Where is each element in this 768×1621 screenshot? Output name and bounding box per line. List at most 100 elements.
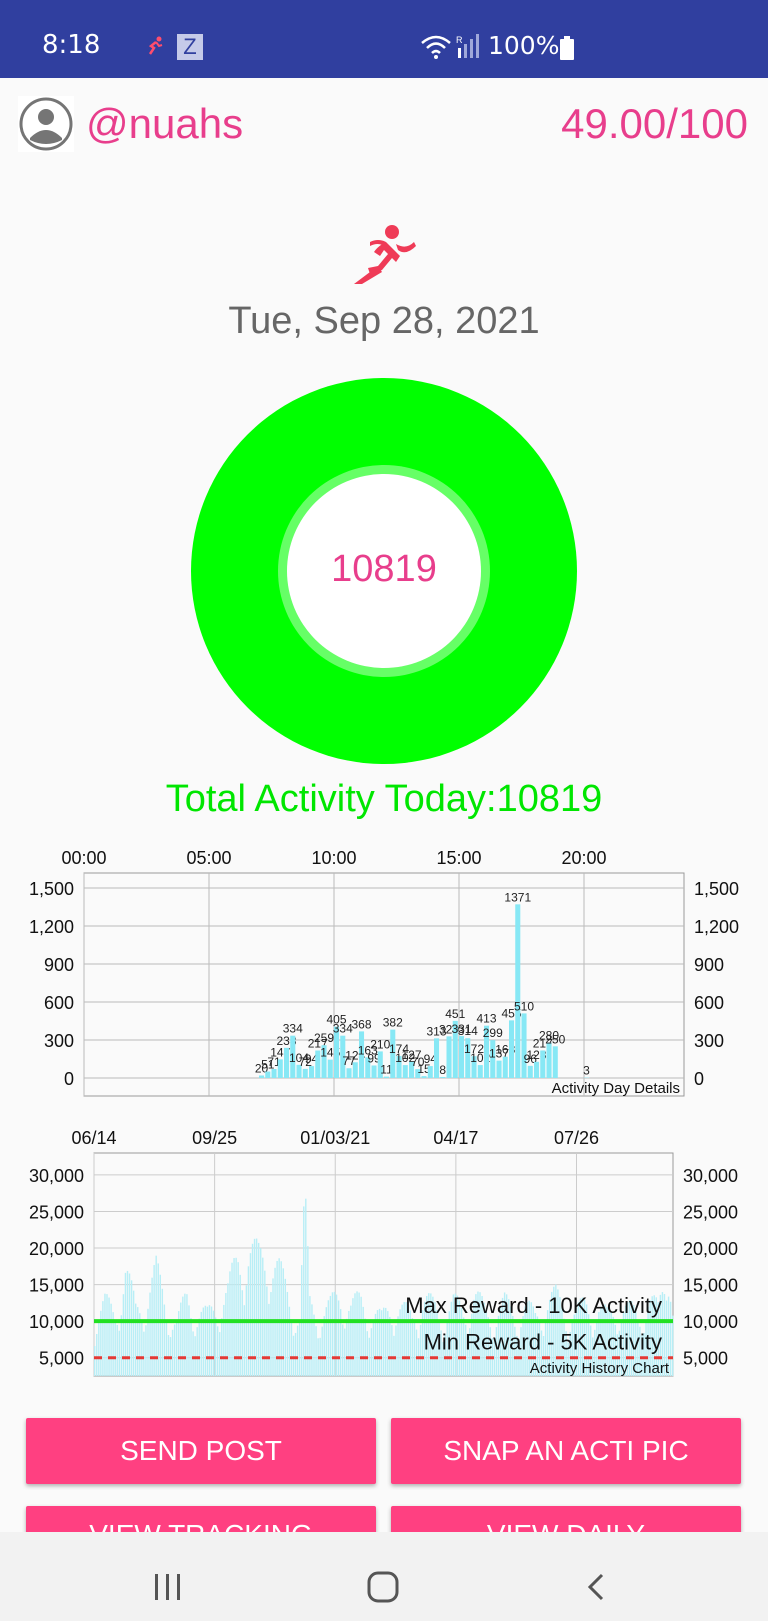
history-bar [628,1300,631,1376]
back-icon[interactable] [584,1572,608,1602]
history-bar [467,1333,469,1376]
history-bar [635,1311,637,1376]
day-bar-label: 15 [417,1062,431,1076]
history-bar [460,1308,463,1376]
history-bar [100,1310,102,1376]
history-y-tick-left: 30,000 [29,1166,84,1186]
max-reward-label: Max Reward - 10K Activity [405,1293,662,1318]
username[interactable]: @nuahs [86,100,244,147]
history-bar [171,1329,174,1376]
history-bar [598,1312,600,1376]
snap-pic-button[interactable]: SNAP AN ACTI PIC [391,1418,741,1484]
history-bar [214,1317,217,1376]
history-bar [350,1305,352,1376]
history-bar [596,1319,598,1376]
day-y-tick-left: 900 [44,955,74,975]
day-bar-label: 96 [524,1052,538,1066]
history-bar [325,1307,327,1376]
history-bar [538,1322,541,1376]
history-bar [651,1296,653,1376]
history-bar [555,1284,557,1376]
day-bar [271,1069,277,1078]
home-icon[interactable] [366,1570,400,1604]
date-label: Tue, Sep 28, 2021 [228,300,540,342]
history-x-tick: 06/14 [71,1128,116,1148]
day-bar [402,1065,408,1078]
signal-icon: R [456,34,479,58]
day-bar [296,1064,302,1078]
day-y-tick-right: 0 [694,1069,704,1089]
history-bar [298,1320,301,1376]
history-bar [145,1325,147,1376]
history-bar [264,1270,266,1376]
day-bar-label: 299 [483,1026,503,1040]
history-bar [450,1301,453,1376]
day-bar-label: 250 [545,1032,565,1046]
send-post-button[interactable]: SEND POST [26,1418,376,1484]
day-bar-label: 368 [352,1017,372,1031]
day-bar [421,1076,427,1078]
history-bar [180,1302,182,1376]
history-bar [178,1311,180,1376]
recent-apps-icon[interactable] [152,1572,184,1602]
history-bar [288,1306,291,1376]
history-bar [487,1317,489,1376]
history-bar [671,1315,674,1376]
history-bar [423,1301,426,1376]
history-bar [280,1261,282,1376]
history-bar [219,1332,221,1376]
ring-center [287,474,481,668]
day-bar [527,1065,533,1078]
history-y-tick-right: 5,000 [683,1349,728,1369]
history-bar [610,1311,612,1376]
history-bar [495,1327,498,1376]
history-bar [151,1277,153,1376]
day-bar [440,1076,446,1078]
day-bar [490,1040,496,1078]
history-bar [223,1304,225,1376]
history-bar [438,1319,440,1376]
history-bar [639,1326,641,1376]
day-bar-label: 102 [395,1051,415,1065]
history-bar [114,1322,116,1376]
day-bar-label: 104 [289,1051,309,1065]
day-bar-label: 259 [314,1031,334,1045]
history-bar [134,1303,137,1376]
history-bar [126,1270,129,1376]
history-bar [362,1306,364,1376]
day-bar-label: 51 [261,1058,275,1072]
history-bar [368,1337,371,1376]
day-bar [515,904,521,1078]
day-bar [552,1046,558,1078]
history-bar [307,1246,309,1376]
history-y-tick-right: 10,000 [683,1312,738,1332]
history-bar [143,1331,145,1376]
history-bar [387,1311,389,1376]
history-bar [446,1322,448,1376]
day-bar [365,1057,371,1078]
day-bar [415,1069,421,1078]
day-bar [377,1051,383,1078]
wifi-icon [421,35,451,59]
day-bar [302,1068,308,1078]
history-bar [473,1299,475,1376]
day-bar-label: 8 [439,1063,446,1077]
day-bar [521,1013,527,1078]
history-bar [251,1243,254,1376]
avatar-icon[interactable] [18,96,74,152]
history-bar [241,1290,243,1376]
history-bar [444,1334,446,1376]
history-bar [331,1292,334,1376]
day-bar-label: 174 [389,1042,409,1056]
history-y-tick-right: 20,000 [683,1239,738,1259]
history-bar [540,1330,543,1376]
history-bar [106,1294,108,1376]
history-x-tick: 07/26 [554,1128,599,1148]
history-y-tick-right: 25,000 [683,1202,738,1222]
history-bar [165,1320,168,1376]
day-bar-label: 163 [358,1043,378,1057]
day-bar [502,1056,508,1078]
history-bar [243,1305,246,1376]
history-y-tick-right: 15,000 [683,1276,738,1296]
history-bar [382,1307,385,1376]
